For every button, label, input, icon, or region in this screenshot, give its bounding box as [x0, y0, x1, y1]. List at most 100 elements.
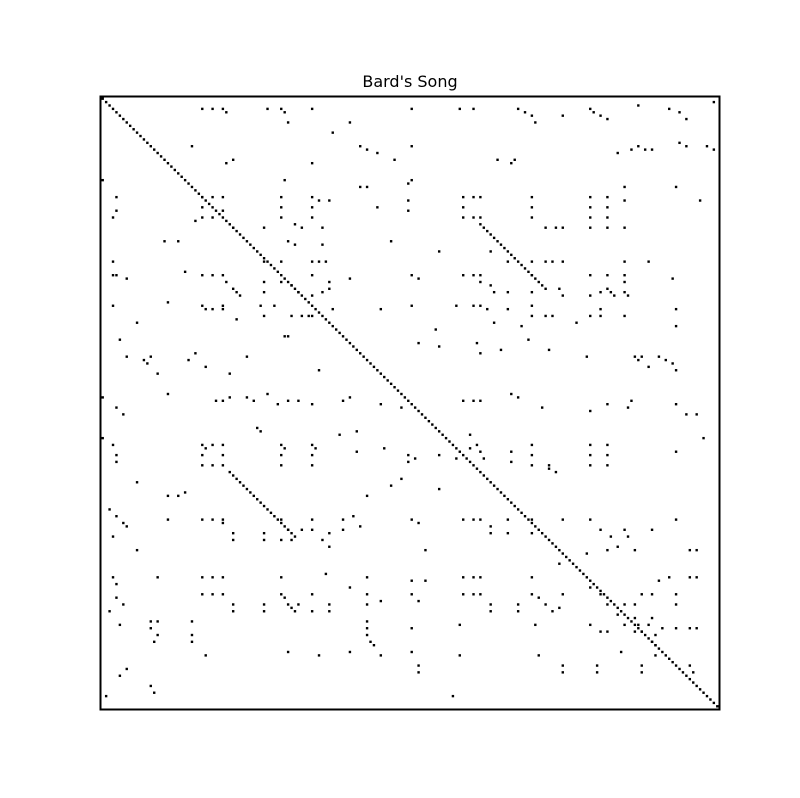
segment-point: [489, 233, 492, 236]
data-point: [153, 691, 156, 694]
diagonal-point: [599, 589, 602, 593]
segment-point: [527, 270, 530, 274]
data-point: [589, 464, 592, 467]
data-point: [455, 304, 458, 307]
data-point: [290, 606, 293, 610]
data-point: [407, 453, 410, 457]
data-point: [310, 593, 314, 596]
data-point: [211, 443, 214, 447]
data-point: [664, 358, 667, 362]
data-point: [589, 314, 592, 318]
data-point: [510, 450, 513, 453]
data-point: [650, 528, 654, 531]
diagonal-point: [369, 362, 372, 365]
diagonal-point: [194, 189, 197, 192]
data-point: [122, 603, 125, 606]
diagonal-point: [472, 464, 475, 467]
plot-frame: [99, 95, 721, 711]
data-point: [310, 216, 314, 219]
data-point: [530, 518, 534, 521]
data-point: [462, 576, 465, 579]
diagonal-point: [468, 460, 472, 464]
data-point: [506, 531, 510, 535]
data-point: [633, 603, 637, 606]
data-point: [331, 131, 334, 134]
data-point: [678, 111, 681, 114]
data-point: [674, 403, 678, 406]
diagonal-point: [561, 552, 564, 555]
data-point: [650, 616, 654, 620]
data-point: [479, 304, 482, 307]
diagonal-point: [489, 481, 492, 484]
data-point: [214, 399, 218, 402]
data-point: [376, 206, 379, 209]
data-point: [410, 145, 413, 148]
data-point: [310, 161, 314, 165]
data-point: [530, 290, 534, 294]
data-point: [606, 453, 609, 457]
data-point: [300, 226, 304, 229]
data-point: [211, 593, 214, 596]
diagonal-point: [698, 688, 702, 691]
data-point: [211, 195, 214, 199]
data-point: [280, 593, 283, 596]
data-point: [125, 525, 128, 528]
data-point: [211, 107, 214, 111]
data-point: [654, 644, 657, 647]
diagonal-point: [647, 637, 650, 640]
segment-point: [249, 491, 252, 494]
data-point: [674, 603, 678, 606]
diagonal-point: [589, 579, 592, 582]
data-point: [331, 307, 334, 311]
diagonal-point: [619, 610, 623, 613]
data-point: [221, 304, 225, 307]
diagonal-point: [245, 240, 249, 243]
data-point: [221, 307, 225, 311]
diagonal-point: [197, 192, 201, 195]
data-point: [592, 111, 595, 114]
data-point: [310, 464, 314, 467]
data-point: [551, 610, 554, 613]
data-point: [523, 111, 527, 114]
data-point: [695, 627, 698, 630]
diagonal-point: [633, 623, 637, 627]
data-point: [365, 576, 369, 579]
data-point: [153, 640, 156, 644]
data-point: [561, 593, 564, 596]
diagonal-point: [455, 447, 458, 450]
data-point: [410, 274, 413, 277]
data-point: [623, 528, 626, 531]
data-point: [221, 521, 225, 525]
data-point: [606, 630, 609, 633]
data-point: [417, 671, 420, 674]
data-point: [310, 274, 314, 277]
data-point: [544, 314, 547, 318]
data-point: [245, 355, 249, 358]
data-point: [300, 528, 304, 531]
segment-point: [283, 525, 286, 528]
diagonal-point: [386, 379, 389, 382]
data-point: [633, 630, 637, 633]
diagonal-point: [431, 423, 434, 426]
data-point: [283, 335, 286, 338]
diagonal-point: [365, 358, 369, 362]
data-point: [101, 396, 104, 399]
diagonal-point: [225, 219, 228, 223]
data-point: [623, 226, 626, 229]
data-point: [599, 290, 602, 294]
diagonal-point: [551, 542, 554, 545]
diagonal-point: [630, 620, 633, 623]
data-point: [637, 104, 640, 107]
segment-point: [499, 243, 503, 246]
data-point: [537, 596, 540, 599]
data-point: [187, 358, 190, 362]
diagonal-point: [424, 416, 427, 419]
diagonal-point: [108, 104, 111, 107]
diagonal-point: [269, 263, 273, 267]
data-point: [407, 199, 410, 202]
data-point: [118, 674, 122, 677]
data-point: [698, 199, 702, 202]
data-point: [609, 290, 613, 294]
data-point: [108, 610, 111, 613]
data-point: [166, 301, 170, 304]
